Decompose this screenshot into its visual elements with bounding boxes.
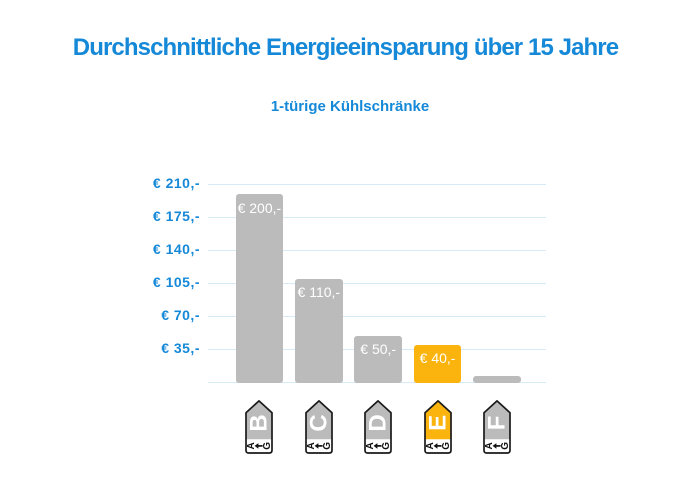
svg-text:B: B	[246, 414, 273, 431]
svg-text:C: C	[305, 414, 332, 431]
svg-text:A: A	[484, 442, 495, 449]
svg-text:F: F	[484, 415, 511, 430]
svg-text:G: G	[500, 441, 511, 449]
svg-text:A: A	[306, 442, 317, 449]
svg-text:G: G	[381, 441, 392, 449]
svg-text:D: D	[365, 414, 392, 431]
svg-text:G: G	[262, 441, 273, 449]
svg-text:G: G	[322, 441, 333, 449]
svg-text:E: E	[424, 414, 451, 430]
svg-text:A: A	[365, 442, 376, 449]
svg-text:A: A	[424, 442, 435, 449]
svg-text:A: A	[246, 442, 257, 449]
svg-text:G: G	[440, 441, 451, 449]
